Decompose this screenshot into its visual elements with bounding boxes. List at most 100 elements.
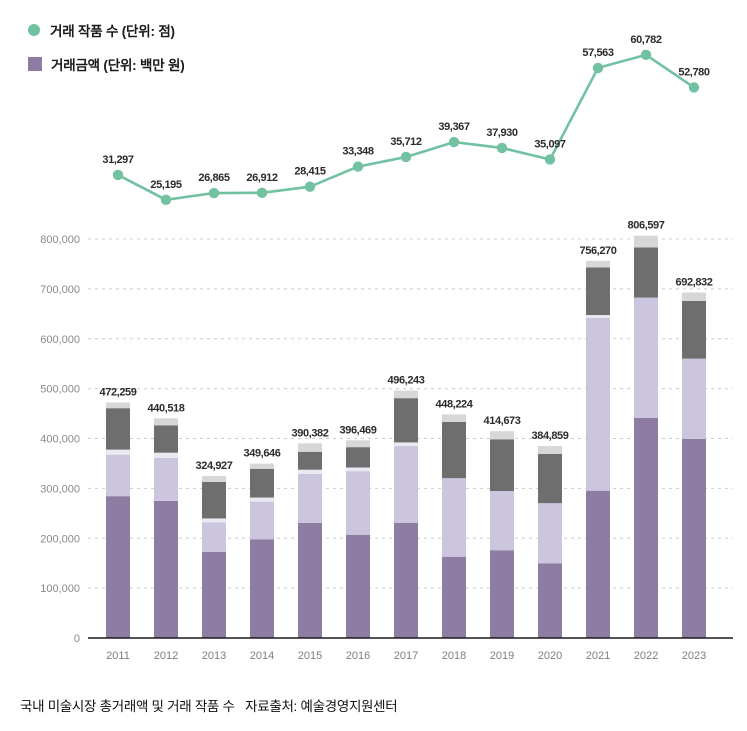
bar-2011-light-gray-cap xyxy=(106,402,130,409)
bar-series-square-icon xyxy=(28,57,42,71)
line-value-label-2018: 39,367 xyxy=(438,121,470,133)
y-axis-tick-label: 500,000 xyxy=(40,384,80,396)
line-value-label-2022: 60,782 xyxy=(630,34,662,46)
bar-2017-dark-gray xyxy=(394,398,418,443)
bar-total-label-2023: 692,832 xyxy=(676,276,713,288)
bar-total-label-2013: 324,927 xyxy=(196,460,233,472)
bar-2011-dark-gray xyxy=(106,408,130,450)
x-axis-year-label-2017: 2017 xyxy=(394,650,418,662)
bar-2012-light-gray-cap xyxy=(154,418,178,426)
bar-2017-lavender xyxy=(394,446,418,523)
bar-2018-light-gray-cap xyxy=(442,414,466,422)
line-point-2011 xyxy=(112,169,124,181)
bar-total-label-2022: 806,597 xyxy=(628,220,665,232)
bar-2012-lavender xyxy=(154,457,178,501)
x-axis-year-label-2015: 2015 xyxy=(298,650,322,662)
chart-caption: 국내 미술시장 총거래액 및 거래 작품 수 자료출처: 예술경영지원센터 xyxy=(20,695,398,715)
bar-2019-purple-bottom xyxy=(490,550,514,638)
bar-series-label: 거래금액 (단위: 백만 원) xyxy=(51,58,185,73)
bar-total-label-2017: 496,243 xyxy=(388,374,425,386)
line-point-2012 xyxy=(160,194,172,206)
bar-2011-purple-bottom xyxy=(106,496,130,638)
bar-2016-light-gray-cap xyxy=(346,440,370,448)
legend-row-line: 거래 작품 수 (단위: 점) xyxy=(28,20,185,40)
combo-chart: 0 100,000 200,000 300,000 400,000 500,000 600,… xyxy=(40,34,733,662)
y-axis-tick-label: 100,000 xyxy=(40,583,80,595)
bar-2012-pale-sliver xyxy=(154,452,178,458)
legend-row-bar: 거래금액 (단위: 백만 원) xyxy=(28,54,185,74)
y-axis-tick-label: 400,000 xyxy=(40,434,80,446)
bar-2016-lavender xyxy=(346,471,370,535)
bar-2015-light-gray-cap xyxy=(298,443,322,452)
line-value-label-2013: 26,865 xyxy=(198,172,230,184)
x-axis-year-label-2012: 2012 xyxy=(154,650,178,662)
caption-source: 자료출처: 예술경영지원센터 xyxy=(245,699,398,714)
line-series-label: 거래 작품 수 (단위: 점) xyxy=(50,24,175,39)
bar-2018-purple-bottom xyxy=(442,556,466,638)
bar-total-label-2014: 349,646 xyxy=(244,448,281,460)
bar-2023-light-gray-cap xyxy=(682,292,706,301)
bar-total-label-2018: 448,224 xyxy=(436,398,474,410)
bar-2012-purple-bottom xyxy=(154,500,178,638)
line-value-label-2020: 35,097 xyxy=(534,138,566,150)
bar-2019-light-gray-cap xyxy=(490,431,514,440)
bar-2017-purple-bottom xyxy=(394,522,418,638)
chart-legend: 거래 작품 수 (단위: 점) 거래금액 (단위: 백만 원) xyxy=(28,20,185,88)
bar-2023-dark-gray xyxy=(682,300,706,359)
bar-2015-lavender xyxy=(298,473,322,523)
bar-2012-dark-gray xyxy=(154,425,178,453)
bar-2021-lavender xyxy=(586,317,610,491)
x-axis-year-label-2014: 2014 xyxy=(250,650,274,662)
x-axis-year-label-2013: 2013 xyxy=(202,650,226,662)
x-axis-year-label-2020: 2020 xyxy=(538,650,562,662)
line-value-label-2021: 57,563 xyxy=(582,47,614,59)
bar-2014-lavender xyxy=(250,501,274,540)
bar-2017-light-gray-cap xyxy=(394,390,418,399)
bar-2014-dark-gray xyxy=(250,468,274,498)
bar-2017-pale-sliver xyxy=(394,442,418,447)
line-point-2020 xyxy=(544,154,556,165)
line-value-label-2019: 37,930 xyxy=(486,127,518,139)
bar-2018-lavender xyxy=(442,478,466,557)
line-point-2023 xyxy=(688,82,700,93)
bar-2021-dark-gray xyxy=(586,267,610,316)
bar-2018-dark-gray xyxy=(442,421,466,479)
x-axis-year-label-2011: 2011 xyxy=(106,650,130,662)
bar-2023-purple-bottom xyxy=(682,438,706,638)
line-value-label-2015: 28,415 xyxy=(294,166,326,178)
line-series-dot-icon xyxy=(28,24,40,36)
bar-total-label-2011: 472,259 xyxy=(100,386,137,398)
y-axis-tick-label: 700,000 xyxy=(40,284,80,296)
line-value-label-2017: 35,712 xyxy=(390,136,422,148)
bar-2016-purple-bottom xyxy=(346,534,370,638)
bar-2016-dark-gray xyxy=(346,447,370,468)
bar-2013-lavender xyxy=(202,522,226,552)
bar-2013-purple-bottom xyxy=(202,551,226,638)
line-point-2015 xyxy=(304,181,316,192)
bar-total-label-2019: 414,673 xyxy=(484,415,521,427)
y-axis-tick-label: 600,000 xyxy=(40,334,80,346)
x-axis-year-label-2022: 2022 xyxy=(634,650,658,662)
line-value-label-2012: 25,195 xyxy=(150,179,182,191)
line-point-2014 xyxy=(256,187,268,199)
bar-2013-pale-sliver xyxy=(202,518,226,523)
bar-2014-purple-bottom xyxy=(250,539,274,638)
x-axis-year-label-2016: 2016 xyxy=(346,650,370,662)
bar-2022-lavender xyxy=(634,297,658,418)
bar-2015-purple-bottom xyxy=(298,522,322,638)
bar-2022-dark-gray xyxy=(634,247,658,298)
line-point-2013 xyxy=(208,187,220,199)
line-value-label-2014: 26,912 xyxy=(246,172,278,184)
bar-total-label-2020: 384,859 xyxy=(532,430,569,442)
bar-2016-pale-sliver xyxy=(346,467,370,472)
bar-total-label-2012: 440,518 xyxy=(148,402,185,414)
line-value-label-2011: 31,297 xyxy=(102,154,134,166)
bar-2022-light-gray-cap xyxy=(634,235,658,248)
bar-2014-pale-sliver xyxy=(250,497,274,502)
bar-2014-light-gray-cap xyxy=(250,463,274,469)
bar-2011-pale-sliver xyxy=(106,449,130,455)
y-axis-tick-label: 300,000 xyxy=(40,483,80,495)
bar-2020-lavender xyxy=(538,503,562,564)
bar-total-label-2015: 390,382 xyxy=(292,427,329,439)
